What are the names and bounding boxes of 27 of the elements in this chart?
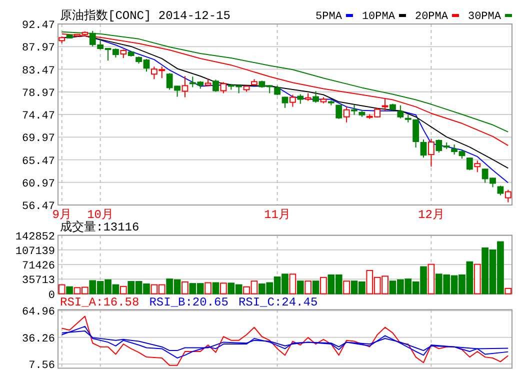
ytick: 69.97 (22, 133, 55, 146)
ytick: 92.47 (22, 20, 55, 32)
legend-label: 5PMA (316, 11, 342, 23)
ytick: 74.47 (22, 110, 55, 122)
ytick: 87.97 (22, 42, 55, 55)
ytick: 36.26 (22, 333, 55, 346)
ytick: 7.56 (28, 360, 55, 370)
ytick: 60.97 (22, 178, 55, 190)
ytick: 0 (48, 290, 55, 302)
xtick: 11月 (264, 208, 290, 222)
xtick: 9月 (52, 208, 72, 222)
xtick: 10月 (87, 208, 114, 222)
ytick: 35713 (22, 275, 55, 288)
ytick: 71426 (22, 260, 55, 273)
legend-label: 20PMA (414, 11, 448, 23)
ytick: 107139 (15, 246, 55, 258)
ytick: 142852 (15, 231, 55, 244)
legend-label: 30PMA (468, 11, 502, 23)
xtick: 12月 (418, 208, 444, 222)
legend-label: 10PMA (362, 11, 396, 23)
ytick: 64.96 (22, 306, 55, 319)
legend: RSI_A:16.58 RSI_B:20.65 RSI_C:24.45 (60, 296, 318, 310)
ytick: 65.47 (22, 156, 55, 168)
ytick: 83.47 (22, 65, 55, 78)
title: 原油指数[CONC] 2014-12-15 (60, 9, 230, 23)
ytick: 78.97 (22, 88, 55, 100)
title: 成交量:13116 (60, 220, 140, 234)
